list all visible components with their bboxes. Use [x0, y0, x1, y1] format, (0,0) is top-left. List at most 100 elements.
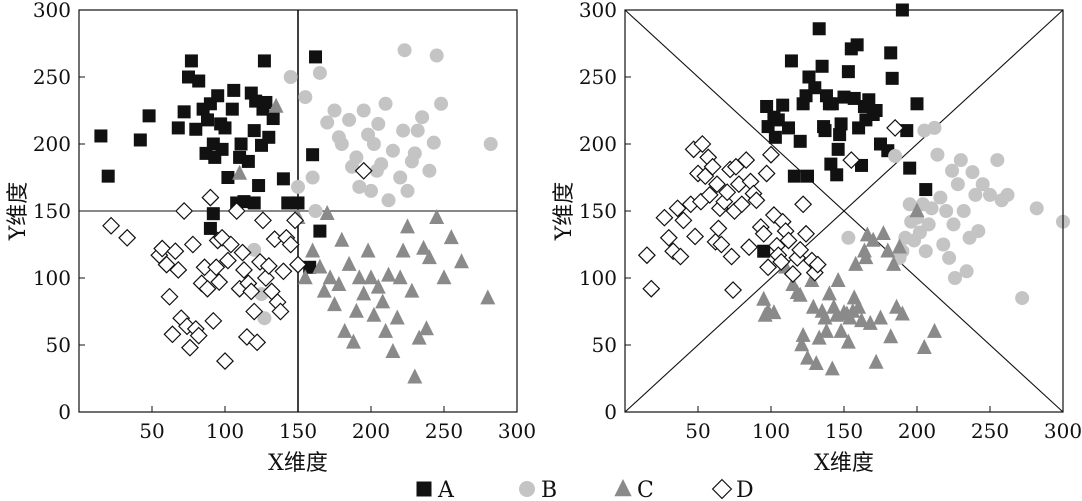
right-point-d-7 — [674, 211, 693, 230]
left-point-c-21 — [370, 278, 386, 294]
right-point-c-23 — [833, 322, 849, 338]
right-point-b-23 — [947, 271, 962, 285]
right-x-tick-label: 200 — [898, 419, 936, 443]
right-point-c-36 — [862, 314, 878, 330]
left-point-b-36 — [426, 135, 441, 150]
left-point-b-35 — [422, 163, 437, 178]
right-point-d-53 — [797, 224, 816, 243]
left-point-c-31 — [407, 368, 423, 384]
left-x-tick-label: 250 — [425, 419, 463, 443]
left-x-tick-label: 300 — [498, 419, 536, 443]
right-point-a-4 — [768, 130, 782, 144]
left-point-d-48 — [286, 211, 305, 230]
left-x-tick-label: 100 — [206, 419, 244, 443]
right-point-d-32 — [737, 151, 756, 170]
right-point-b-19 — [939, 204, 954, 218]
right-x-axis-title: X维度 — [814, 451, 874, 476]
right-point-d-38 — [754, 224, 773, 243]
right-point-c-49 — [927, 322, 942, 338]
left-point-b-39 — [483, 137, 498, 151]
right-point-a-29 — [841, 65, 855, 79]
left-point-a-41 — [276, 172, 290, 186]
right-point-c-19 — [824, 360, 840, 376]
right-point-a-27 — [834, 117, 848, 131]
right-point-d-3 — [659, 228, 678, 247]
left-point-a-24 — [227, 83, 241, 97]
right-x-tick-label: 150 — [825, 419, 863, 443]
left-point-d-34 — [242, 282, 261, 301]
left-x-axis-title: X维度 — [268, 451, 328, 476]
right-point-d-27 — [724, 281, 743, 300]
right-point-b-29 — [965, 165, 980, 180]
left-point-a-39 — [262, 130, 276, 144]
left-point-c-32 — [411, 329, 427, 345]
left-point-a-47 — [313, 224, 327, 238]
left-point-a-18 — [211, 89, 225, 103]
left-point-b-23 — [374, 157, 389, 172]
right-point-c-18 — [821, 285, 837, 301]
right-point-b-1 — [888, 149, 903, 164]
right-y-tick-label: 250 — [579, 65, 617, 89]
left-point-b-32 — [407, 146, 422, 161]
right-point-a-7 — [782, 121, 796, 135]
right-x-tick-label: 300 — [1044, 419, 1082, 443]
right-point-d-1 — [642, 279, 661, 298]
right-point-d-19 — [708, 175, 726, 194]
right-point-b-34 — [990, 153, 1005, 168]
right-point-c-39 — [873, 309, 888, 325]
left-point-d-13 — [183, 235, 202, 254]
left-point-a-0 — [94, 129, 108, 143]
left-point-d-50 — [354, 161, 373, 180]
left-point-d-8 — [169, 260, 188, 279]
left-point-d-39 — [256, 269, 275, 287]
left-point-b-4 — [291, 179, 305, 194]
left-point-a-12 — [200, 113, 214, 127]
left-point-a-8 — [189, 122, 203, 136]
right-point-a-17 — [815, 59, 829, 73]
right-point-d-6 — [671, 247, 690, 266]
left-point-d-3 — [153, 239, 172, 258]
right-point-b-15 — [927, 120, 942, 135]
right-point-b-14 — [924, 201, 939, 216]
right-point-b-13 — [921, 217, 936, 232]
left-point-b-19 — [364, 183, 378, 198]
right-point-c-12 — [805, 298, 821, 314]
left-point-b-9 — [320, 115, 335, 130]
legend-label-a: A — [437, 478, 455, 501]
left-point-c-28 — [395, 242, 411, 258]
right-point-b-21 — [945, 163, 960, 178]
left-point-b-20 — [366, 137, 381, 151]
left-point-c-26 — [389, 309, 405, 325]
right-point-c-34 — [858, 249, 874, 265]
right-point-c-47 — [909, 202, 925, 218]
right-point-c-43 — [886, 255, 902, 271]
right-point-c-33 — [856, 242, 872, 258]
left-point-c-3 — [297, 269, 313, 285]
left-x-tick-label: 50 — [139, 419, 164, 443]
right-point-c-48 — [916, 339, 932, 354]
left-point-b-16 — [352, 179, 367, 194]
left-point-c-8 — [322, 269, 338, 285]
right-point-c-3 — [766, 304, 782, 320]
right-point-a-25 — [831, 142, 845, 156]
right-point-d-10 — [686, 227, 705, 246]
left-y-axis-title: Y维度 — [6, 182, 31, 242]
left-point-c-25 — [385, 343, 401, 358]
right-y-tick-label: 150 — [579, 199, 617, 223]
left-point-c-37 — [436, 269, 452, 285]
legend: A B C D — [416, 478, 754, 501]
left-point-d-5 — [160, 287, 179, 306]
left-point-a-38 — [259, 95, 273, 109]
left-point-c-11 — [334, 231, 350, 247]
right-point-b-0 — [841, 230, 856, 245]
left-point-d-20 — [204, 311, 223, 330]
right-point-d-5 — [668, 199, 687, 218]
left-point-d-31 — [235, 260, 253, 279]
left-point-b-29 — [397, 43, 412, 58]
right-point-d-48 — [779, 231, 798, 250]
right-point-d-58 — [886, 118, 905, 137]
left-x-tick-label: 200 — [352, 419, 390, 443]
right-point-d-0 — [637, 246, 656, 265]
left-y-tick-label: 300 — [33, 0, 71, 22]
left-point-a-7 — [184, 54, 198, 68]
